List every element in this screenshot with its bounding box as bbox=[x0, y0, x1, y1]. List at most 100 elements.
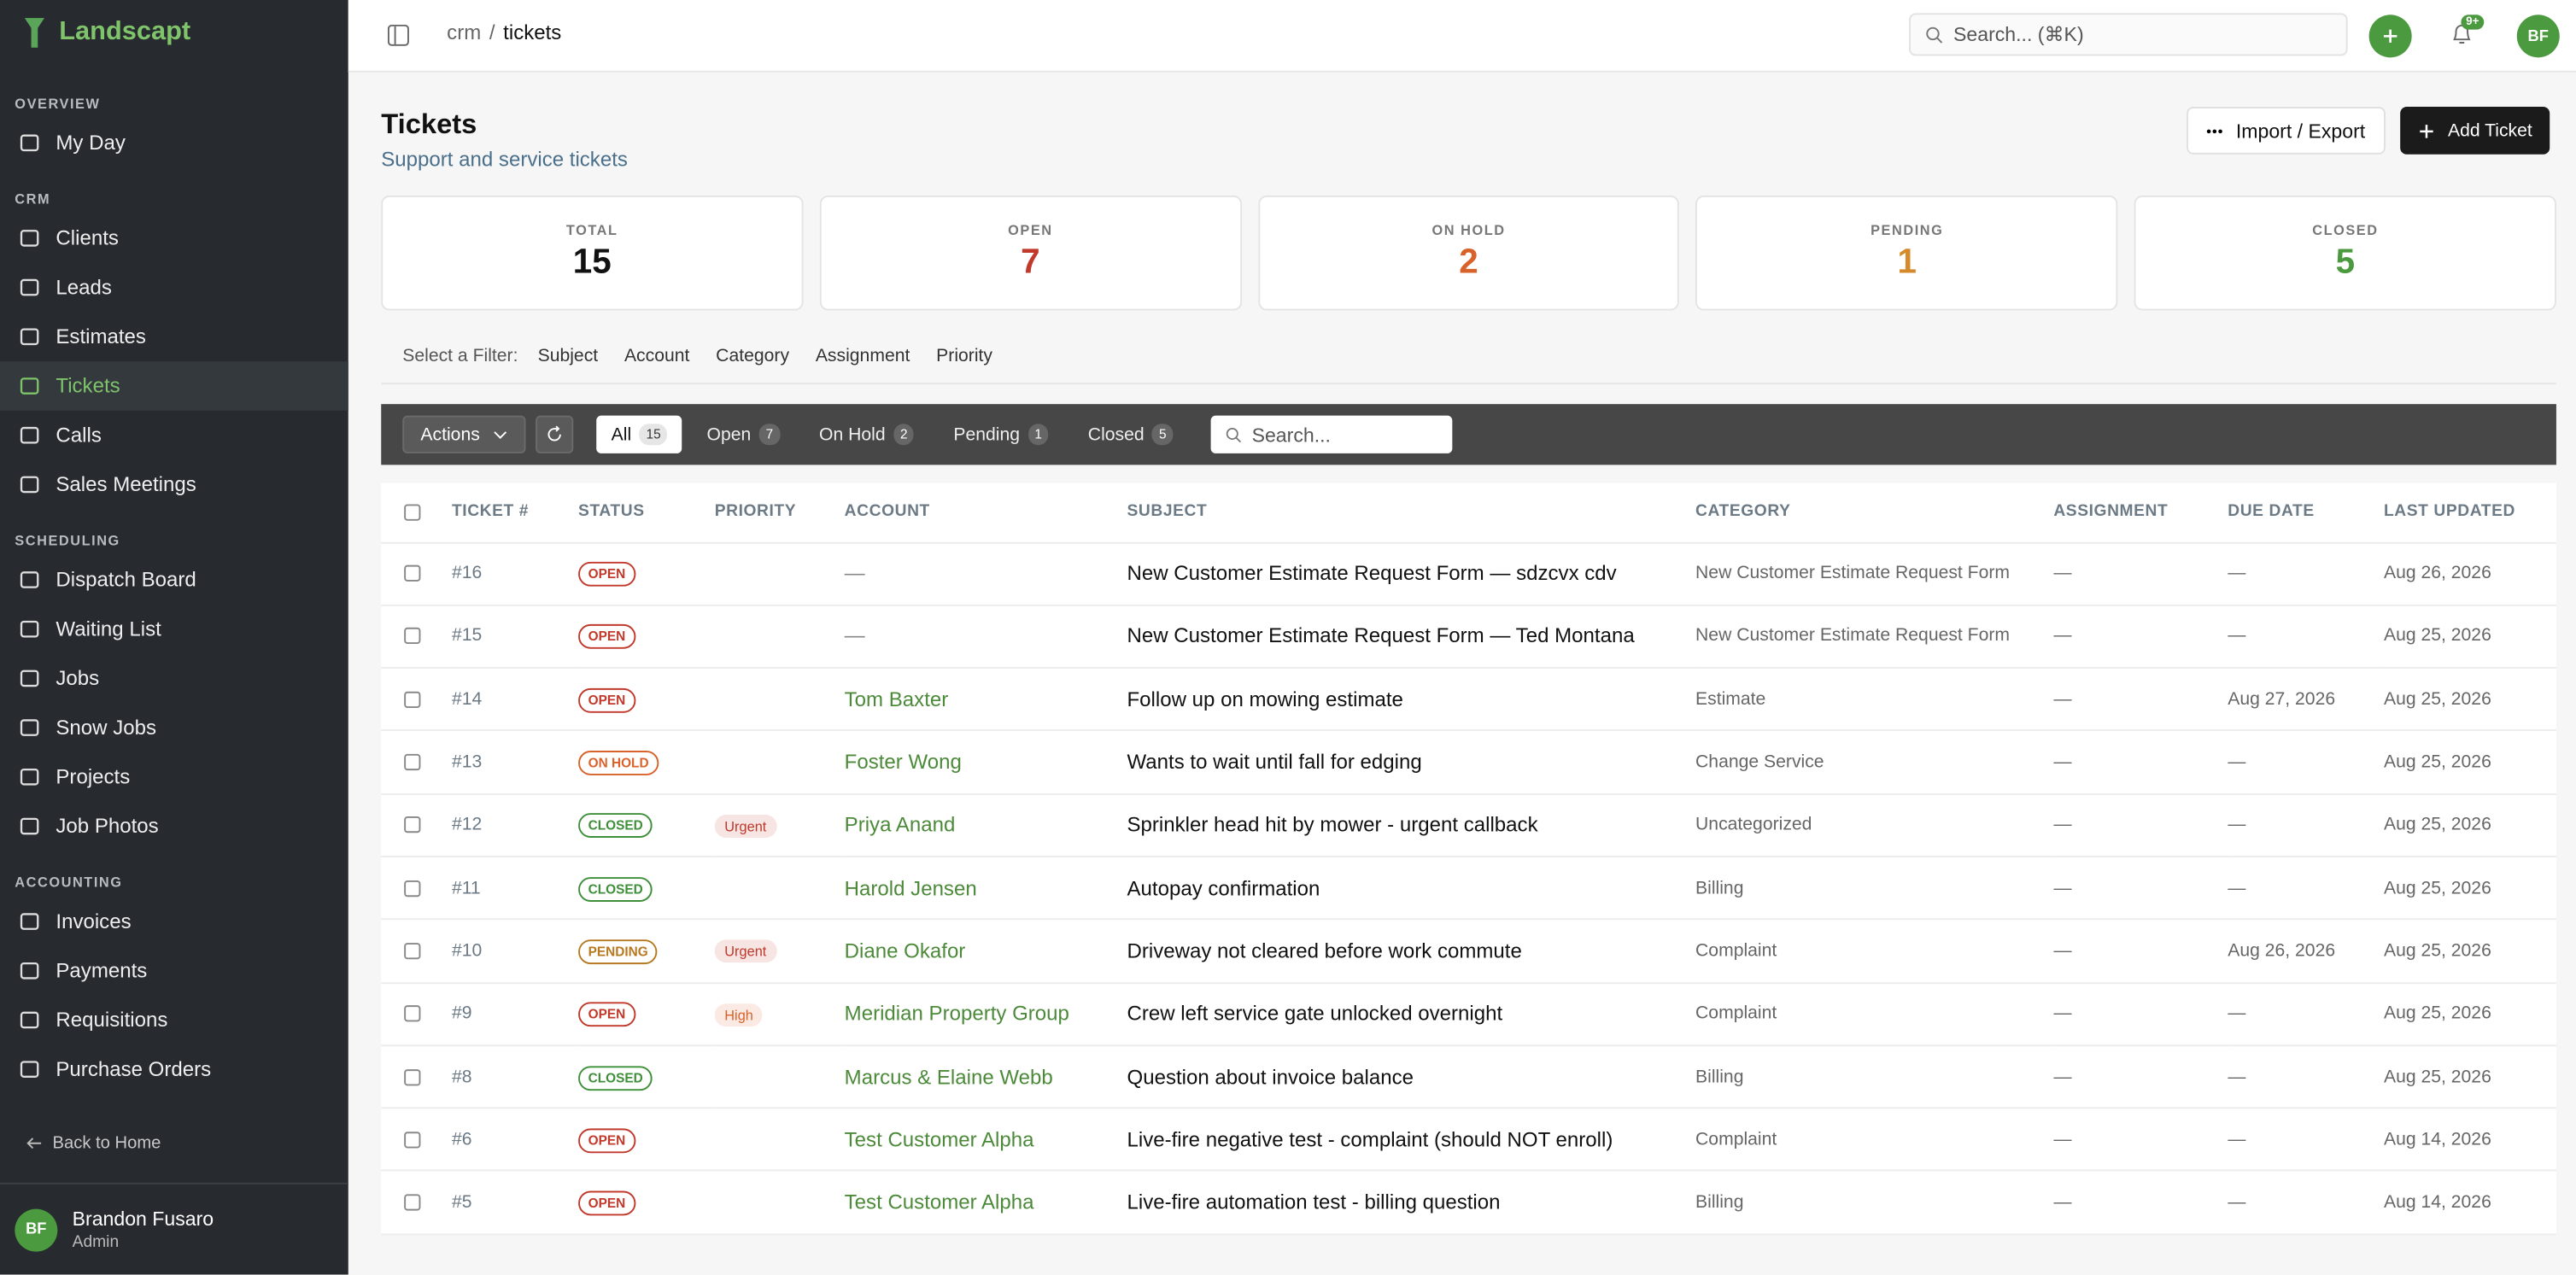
checkbox[interactable] bbox=[404, 1068, 421, 1085]
header-cell[interactable]: ACCOUNT bbox=[844, 483, 1127, 543]
filter-option[interactable]: Subject bbox=[537, 346, 599, 366]
header-cell[interactable]: TICKET # bbox=[451, 483, 579, 543]
checkbox[interactable] bbox=[404, 816, 421, 833]
filter-option[interactable]: Account bbox=[624, 346, 690, 366]
status-tab[interactable]: Pending 1 bbox=[939, 416, 1063, 453]
sidebar-toggle[interactable] bbox=[387, 24, 409, 46]
subject[interactable]: Follow up on mowing estimate bbox=[1127, 668, 1696, 732]
checkbox[interactable] bbox=[404, 1005, 421, 1022]
checkbox[interactable] bbox=[404, 880, 421, 897]
user-bar[interactable]: BF Brandon Fusaro Admin bbox=[0, 1182, 348, 1275]
actions-button[interactable]: Actions bbox=[402, 415, 526, 453]
status-tab[interactable]: Closed 5 bbox=[1073, 416, 1187, 453]
brand[interactable]: Landscapt bbox=[20, 15, 190, 50]
ticket-row[interactable]: #14 OPEN Tom Baxter Follow up on mowing est… bbox=[381, 668, 2556, 732]
checkbox[interactable] bbox=[404, 504, 421, 521]
filter-option[interactable]: Assignment bbox=[815, 346, 910, 366]
ticket-row[interactable]: #8 CLOSED Marcus & Elaine Webb Question abo… bbox=[381, 1045, 2556, 1109]
nav-item[interactable]: Jobs bbox=[0, 654, 348, 704]
crumb[interactable]: crm bbox=[447, 21, 482, 44]
subject[interactable]: Sprinkler head hit by mower - urgent cal… bbox=[1127, 793, 1696, 858]
crumb-separator: / bbox=[489, 21, 495, 44]
subject[interactable]: Wants to wait until fall for edging bbox=[1127, 730, 1696, 795]
ticket-row[interactable]: #13 ON HOLD Foster Wong Wants to wait until… bbox=[381, 730, 2556, 795]
subject[interactable]: Question about invoice balance bbox=[1127, 1045, 1696, 1109]
subject[interactable]: New Customer Estimate Request Form — sdz… bbox=[1127, 541, 1696, 606]
nav-item[interactable]: Calls bbox=[0, 411, 348, 460]
status-tab[interactable]: All 15 bbox=[596, 415, 682, 453]
account[interactable]: Meridian Property Group bbox=[844, 982, 1127, 1047]
checkbox[interactable] bbox=[404, 753, 421, 771]
nav-item[interactable]: Sales Meetings bbox=[0, 460, 348, 510]
nav-item[interactable]: Requisitions bbox=[0, 996, 348, 1045]
back-link[interactable]: Back to Home bbox=[26, 1133, 161, 1153]
account[interactable]: Foster Wong bbox=[844, 730, 1127, 795]
ticket-row[interactable]: #5 OPEN Test Customer Alpha Live-fire autom… bbox=[381, 1171, 2556, 1236]
ticket-row[interactable]: #15 OPEN — New Customer Estimate Request Fo… bbox=[381, 605, 2556, 670]
table-search[interactable]: Search... bbox=[1210, 415, 1453, 453]
subject[interactable]: Live-fire automation test - billing ques… bbox=[1127, 1171, 1696, 1236]
header-cell[interactable]: PRIORITY bbox=[714, 483, 845, 543]
ticket-row[interactable]: #11 CLOSED Harold Jensen Autopay confirmati… bbox=[381, 857, 2556, 921]
nav-item[interactable]: Snow Jobs bbox=[0, 703, 348, 752]
subject[interactable]: New Customer Estimate Request Form — Ted… bbox=[1127, 605, 1696, 670]
add-ticket-button[interactable]: Add Ticket bbox=[2400, 107, 2550, 155]
account[interactable]: Marcus & Elaine Webb bbox=[844, 1045, 1127, 1109]
checkbox[interactable] bbox=[404, 564, 421, 582]
account[interactable]: Test Customer Alpha bbox=[844, 1171, 1127, 1236]
nav-item[interactable]: Clients bbox=[0, 213, 348, 263]
add-button[interactable] bbox=[2368, 15, 2412, 58]
header-avatar[interactable]: BF bbox=[2516, 15, 2560, 58]
ticket-row[interactable]: #9 OPEN High Meridian Property Group Crew le… bbox=[381, 982, 2556, 1047]
checkbox[interactable] bbox=[404, 942, 421, 960]
import-export-button[interactable]: Import / Export bbox=[2187, 107, 2386, 155]
checkbox[interactable] bbox=[404, 1131, 421, 1149]
global-search[interactable]: Search... (⌘K) bbox=[1909, 13, 2348, 56]
account[interactable]: Harold Jensen bbox=[844, 857, 1127, 921]
filter-option[interactable]: Category bbox=[716, 346, 790, 366]
account[interactable]: — bbox=[844, 605, 1127, 670]
filter-option[interactable]: Priority bbox=[936, 346, 993, 366]
nav-item[interactable]: Projects bbox=[0, 752, 348, 802]
nav-item[interactable]: Dispatch Board bbox=[0, 555, 348, 605]
header-cell[interactable]: CATEGORY bbox=[1695, 483, 2054, 543]
ticket-row[interactable]: #10 PENDING Urgent Diane Okafor Driveway not… bbox=[381, 919, 2556, 984]
nav-item[interactable]: Payments bbox=[0, 946, 348, 996]
account[interactable]: Diane Okafor bbox=[844, 919, 1127, 984]
account[interactable]: — bbox=[844, 541, 1127, 606]
account[interactable]: Tom Baxter bbox=[844, 668, 1127, 732]
header-cell[interactable]: STATUS bbox=[578, 483, 715, 543]
header-cell[interactable]: SUBJECT bbox=[1127, 483, 1696, 543]
checkbox[interactable] bbox=[404, 1194, 421, 1211]
subject[interactable]: Crew left service gate unlocked overnigh… bbox=[1127, 982, 1696, 1047]
stat-card[interactable]: ON HOLD 2 bbox=[1257, 195, 1680, 311]
nav-item[interactable]: Invoices bbox=[0, 897, 348, 946]
nav-item[interactable]: Estimates bbox=[0, 312, 348, 361]
ticket-row[interactable]: #12 CLOSED Urgent Priya Anand Sprinkler head… bbox=[381, 793, 2556, 858]
stat-card[interactable]: OPEN 7 bbox=[819, 195, 1242, 311]
subject[interactable]: Live-fire negative test - complaint (sho… bbox=[1127, 1108, 1696, 1173]
ticket-row[interactable]: #6 OPEN Test Customer Alpha Live-fire negat… bbox=[381, 1108, 2556, 1173]
stat-card[interactable]: CLOSED 5 bbox=[2134, 195, 2556, 311]
nav-item[interactable]: Leads bbox=[0, 263, 348, 313]
nav-item[interactable]: Tickets bbox=[0, 361, 348, 411]
header-cell[interactable]: ASSIGNMENT bbox=[2053, 483, 2228, 543]
account[interactable]: Test Customer Alpha bbox=[844, 1108, 1127, 1173]
subject[interactable]: Driveway not cleared before work commute bbox=[1127, 919, 1696, 984]
nav-item[interactable]: My Day bbox=[0, 118, 348, 167]
account[interactable]: Priya Anand bbox=[844, 793, 1127, 858]
nav-item[interactable]: Purchase Orders bbox=[0, 1044, 348, 1094]
nav-item[interactable]: Job Photos bbox=[0, 802, 348, 851]
status-tab[interactable]: Open 7 bbox=[692, 416, 794, 453]
nav-item[interactable]: Waiting List bbox=[0, 605, 348, 654]
refresh-button[interactable] bbox=[536, 415, 574, 453]
stat-card[interactable]: TOTAL 15 bbox=[381, 195, 804, 311]
header-cell[interactable]: LAST UPDATED bbox=[2383, 483, 2556, 543]
ticket-row[interactable]: #16 OPEN — New Customer Estimate Request Fo… bbox=[381, 541, 2556, 606]
header-cell[interactable]: DUE DATE bbox=[2228, 483, 2384, 543]
checkbox[interactable] bbox=[404, 628, 421, 645]
subject[interactable]: Autopay confirmation bbox=[1127, 857, 1696, 921]
status-tab[interactable]: On Hold 2 bbox=[805, 416, 929, 453]
checkbox[interactable] bbox=[404, 691, 421, 708]
stat-card[interactable]: PENDING 1 bbox=[1695, 195, 2118, 311]
